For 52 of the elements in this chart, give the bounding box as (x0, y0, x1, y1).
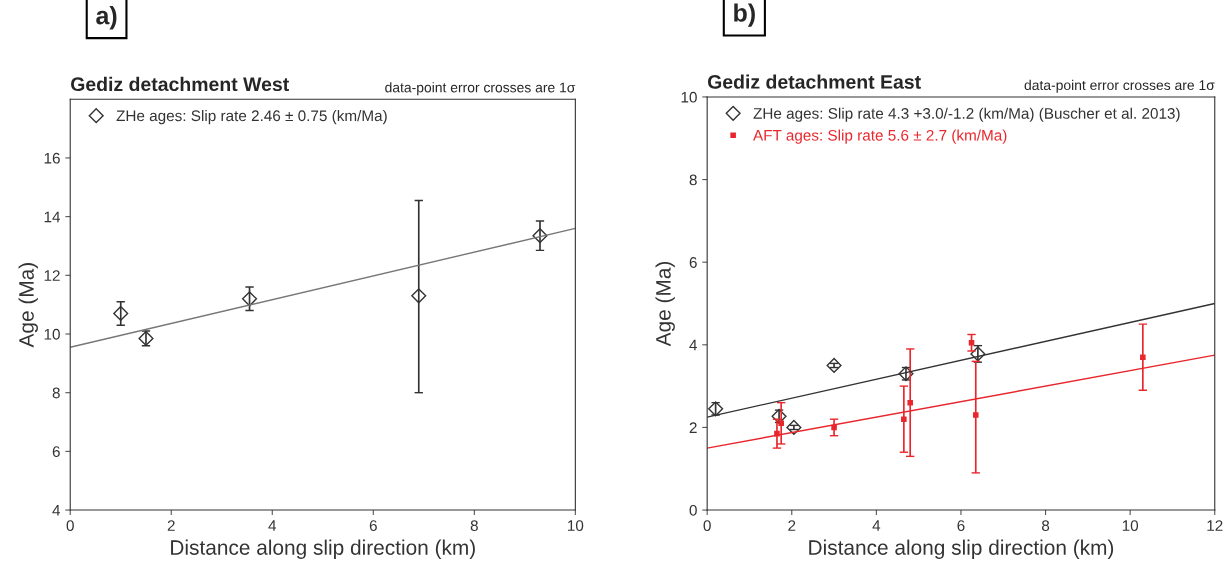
y-axis-title: Age (Ma) (18, 263, 38, 348)
point (907, 399, 913, 406)
x-tick-label: 10 (1122, 520, 1139, 532)
y-tick-label: 8 (52, 387, 60, 399)
text: b) (734, 3, 755, 27)
x-tick-label: 8 (470, 520, 478, 532)
legend-label: ZHe ages: Slip rate 2.46 ± 0.75 (km/Ma) (116, 109, 387, 125)
x-tick-label: 0 (66, 520, 74, 532)
y-tick-label: 8 (689, 174, 697, 186)
y-tick-label: 4 (689, 339, 697, 351)
point (831, 424, 837, 431)
point (972, 412, 979, 418)
y-axis-title: Age (Ma) (655, 261, 675, 347)
x-tick-label: 2 (788, 520, 796, 531)
x-tick-label: 6 (369, 520, 377, 532)
legend-label: AFT ages: Slip rate 5.6 ± 2.7 (km/Ma) (753, 129, 1007, 144)
y-tick-label: 10 (681, 91, 697, 103)
x-tick-label: 2 (167, 520, 175, 531)
y-tick-label: 6 (52, 446, 60, 458)
point (901, 416, 907, 422)
point (113, 305, 129, 322)
x-tick-label: 6 (957, 520, 965, 532)
point (968, 339, 975, 346)
point (826, 357, 842, 374)
y-tick-label: 0 (689, 504, 697, 516)
x-tick-label: 10 (568, 520, 584, 532)
y-tick-label: 12 (44, 270, 60, 281)
x-tick-label: 8 (1041, 520, 1050, 532)
x-tick-label: 12 (1207, 520, 1223, 531)
point (786, 419, 802, 436)
chart-subtitle: data-point error crosses are 1σ (385, 82, 576, 96)
chart-title: Gediz detachment West (71, 76, 289, 92)
point (411, 288, 427, 304)
point (241, 291, 258, 307)
y-tick-label: 4 (52, 505, 61, 516)
y-tick-label: 2 (689, 422, 697, 433)
chart-subtitle: data-point error crosses are 1σ (1024, 79, 1215, 93)
x-tick-label: 0 (703, 520, 711, 532)
legend-label: ZHe ages: Slip rate 4.3 +3.0/-1.2 (km/Ma) (Buscher et al. 2013) (753, 107, 1180, 122)
point (532, 228, 548, 244)
text: a) (96, 6, 117, 30)
x-tick-label: 4 (268, 520, 277, 531)
point (1140, 354, 1146, 360)
x-axis-title: Distance along slip direction (km) (171, 539, 475, 560)
point (778, 420, 784, 427)
y-tick-label: 6 (689, 257, 697, 268)
y-tick-label: 14 (44, 211, 61, 223)
chart-title: Gediz detachment East (707, 74, 921, 89)
y-tick-label: 10 (44, 328, 60, 340)
x-tick-label: 4 (872, 520, 881, 531)
x-axis-title: Distance along slip direction (km) (809, 539, 1114, 560)
y-tick-label: 16 (44, 152, 60, 164)
